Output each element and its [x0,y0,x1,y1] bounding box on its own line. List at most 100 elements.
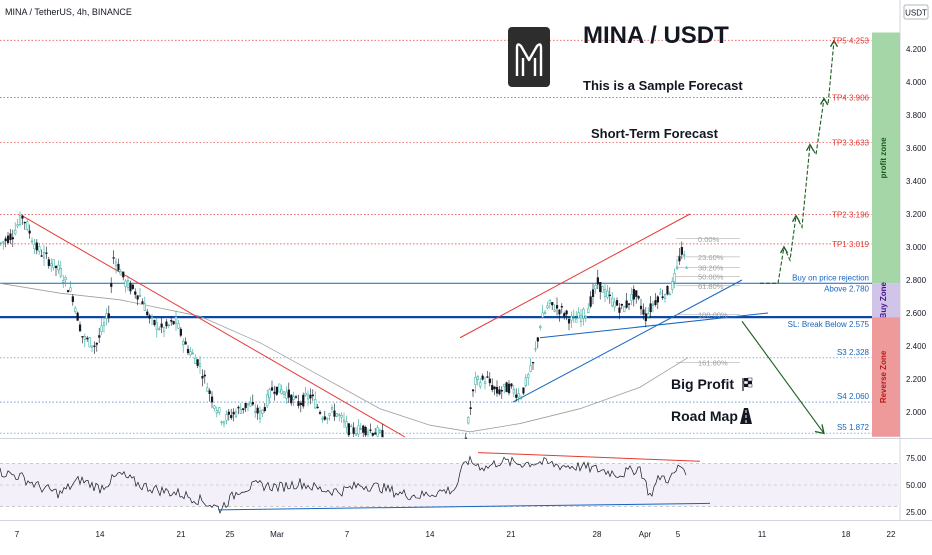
ascending-support-line [512,279,743,403]
candle-body [503,383,506,387]
fib-level-label: 23.60% [698,253,724,262]
fib-level-label: 38.20% [698,264,724,273]
osc-support-line [217,502,711,511]
big-profit-label: Big Profit [671,376,734,392]
candle-body [656,296,659,303]
reverse-arrowhead [814,424,825,435]
candle-body [232,411,235,415]
candle-body [378,429,382,433]
candle-body [294,396,298,398]
time-tick-label: 7 [15,530,20,539]
candle-body [630,294,633,301]
candle-body [66,290,70,293]
candle-body [673,273,676,283]
candle-body [323,416,326,420]
candle-body [649,303,652,313]
candle-body [18,214,22,225]
candle-body [47,259,50,266]
candle-body [194,357,197,364]
price-tick-label: 2.600 [906,309,927,318]
candle-body [100,325,103,333]
candle-body [608,294,611,297]
forecast-label: Short-Term Forecast [591,126,719,141]
fib-level-label: 50.00% [698,273,724,282]
candle-body [237,406,240,409]
candle-body [491,385,494,391]
candle-body [134,291,137,295]
candle-body [572,315,575,318]
candle-body [635,290,638,297]
candle-body [172,321,175,325]
candle-body [222,421,226,425]
candle-body [59,268,62,277]
candle-body [186,348,190,354]
candle-body [347,423,350,436]
candle-body [486,376,489,378]
candle-body [483,381,487,384]
candle-body [627,303,631,305]
candle-body [234,411,238,417]
candle-body [512,389,515,394]
candle-body [613,301,616,308]
candle-body [33,244,36,250]
candle-body [464,437,467,439]
candle-body [30,240,34,243]
candle-body [340,415,343,418]
candle-body [529,365,532,372]
support-level-label: S3 2.328 [837,348,870,357]
descending-trendline [21,215,406,438]
candle-body [114,261,118,266]
fib-level-label: 61.80% [698,282,724,291]
price-tick-label: 3.000 [906,243,927,252]
candle-body [345,421,348,428]
candle-body [618,307,621,313]
candle-body [476,376,479,380]
time-tick-label: 18 [842,530,851,539]
tp-level-label: TP1 3.019 [832,240,869,249]
candle-body [596,277,599,285]
candle-body [81,336,84,338]
candle-body [208,390,211,394]
forecast-path [760,40,835,284]
mina-logo [508,27,550,87]
support-level-label: S4 2.060 [837,392,870,401]
candle-body [316,406,319,409]
candle-body [122,271,125,278]
candle-body [177,323,180,329]
oscillator-line [0,455,687,514]
price-tick-label: 4.200 [906,45,927,54]
candle-body [306,394,310,400]
candle-body [357,425,360,435]
osc-tick-label: 50.00 [906,481,927,490]
candle-body [170,320,173,322]
candle-body [141,301,144,304]
candle-body [644,313,647,322]
candle-body [14,229,17,235]
candle-body [160,323,163,328]
candle-body [668,293,671,296]
candle-body [146,311,149,316]
candle-body [280,389,283,395]
candle-body [9,233,12,240]
candle-body [342,419,346,423]
candle-body [155,322,158,330]
candle-body [165,321,168,327]
candle-body [318,412,322,414]
candle-body [136,295,139,300]
candle-body [40,255,43,257]
zone-label: Buy Zone [879,281,888,318]
candle-body [153,319,156,325]
candle-body [119,271,122,276]
candle-body [587,308,590,313]
candle-body [603,289,607,297]
candle-body [567,319,571,324]
candle-body [536,337,539,342]
candle-body [565,310,568,315]
candle-body [333,410,336,417]
candle-body [534,348,537,350]
candle-body [138,294,142,297]
tp-level-label: TP3 3.633 [832,139,869,148]
candle-body [230,415,233,419]
candle-body [338,414,341,416]
currency-badge[interactable] [903,4,929,20]
